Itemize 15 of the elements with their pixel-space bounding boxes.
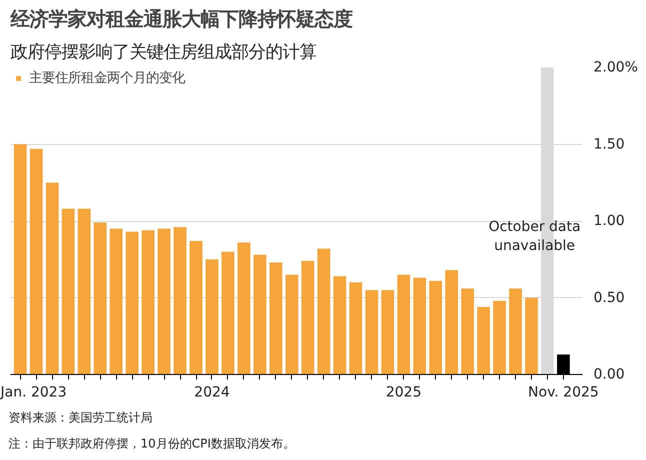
text: 资料来源：美国劳工统计局 [8, 410, 152, 424]
y-tick-label: 1.50 [594, 136, 625, 152]
x-tick-label: Nov. 2025 [528, 384, 599, 400]
x-tick-label: Jan. 2023 [0, 384, 67, 400]
chart-title: 经济学家对租金通胀大幅下降持怀疑态度 [10, 8, 352, 30]
x-tick-label: 2025 [386, 384, 422, 400]
y-tick-label: 2.00% [594, 60, 638, 76]
x-tick-label: 2024 [194, 384, 230, 400]
text: 注：由于联邦政府停摆，10月份的CPI数据取消发布。 [8, 436, 295, 450]
band-label: October data unavailable [488, 218, 581, 254]
chart-subtitle: 政府停摆影响了关键住房组成部分的计算 [10, 42, 316, 62]
legend-label: 主要住所租金两个月的变化 [29, 70, 185, 87]
y-tick-label: 1.00 [594, 213, 625, 229]
y-tick-label: 0.00 [594, 366, 625, 382]
y-tick-label: 0.50 [594, 290, 625, 306]
